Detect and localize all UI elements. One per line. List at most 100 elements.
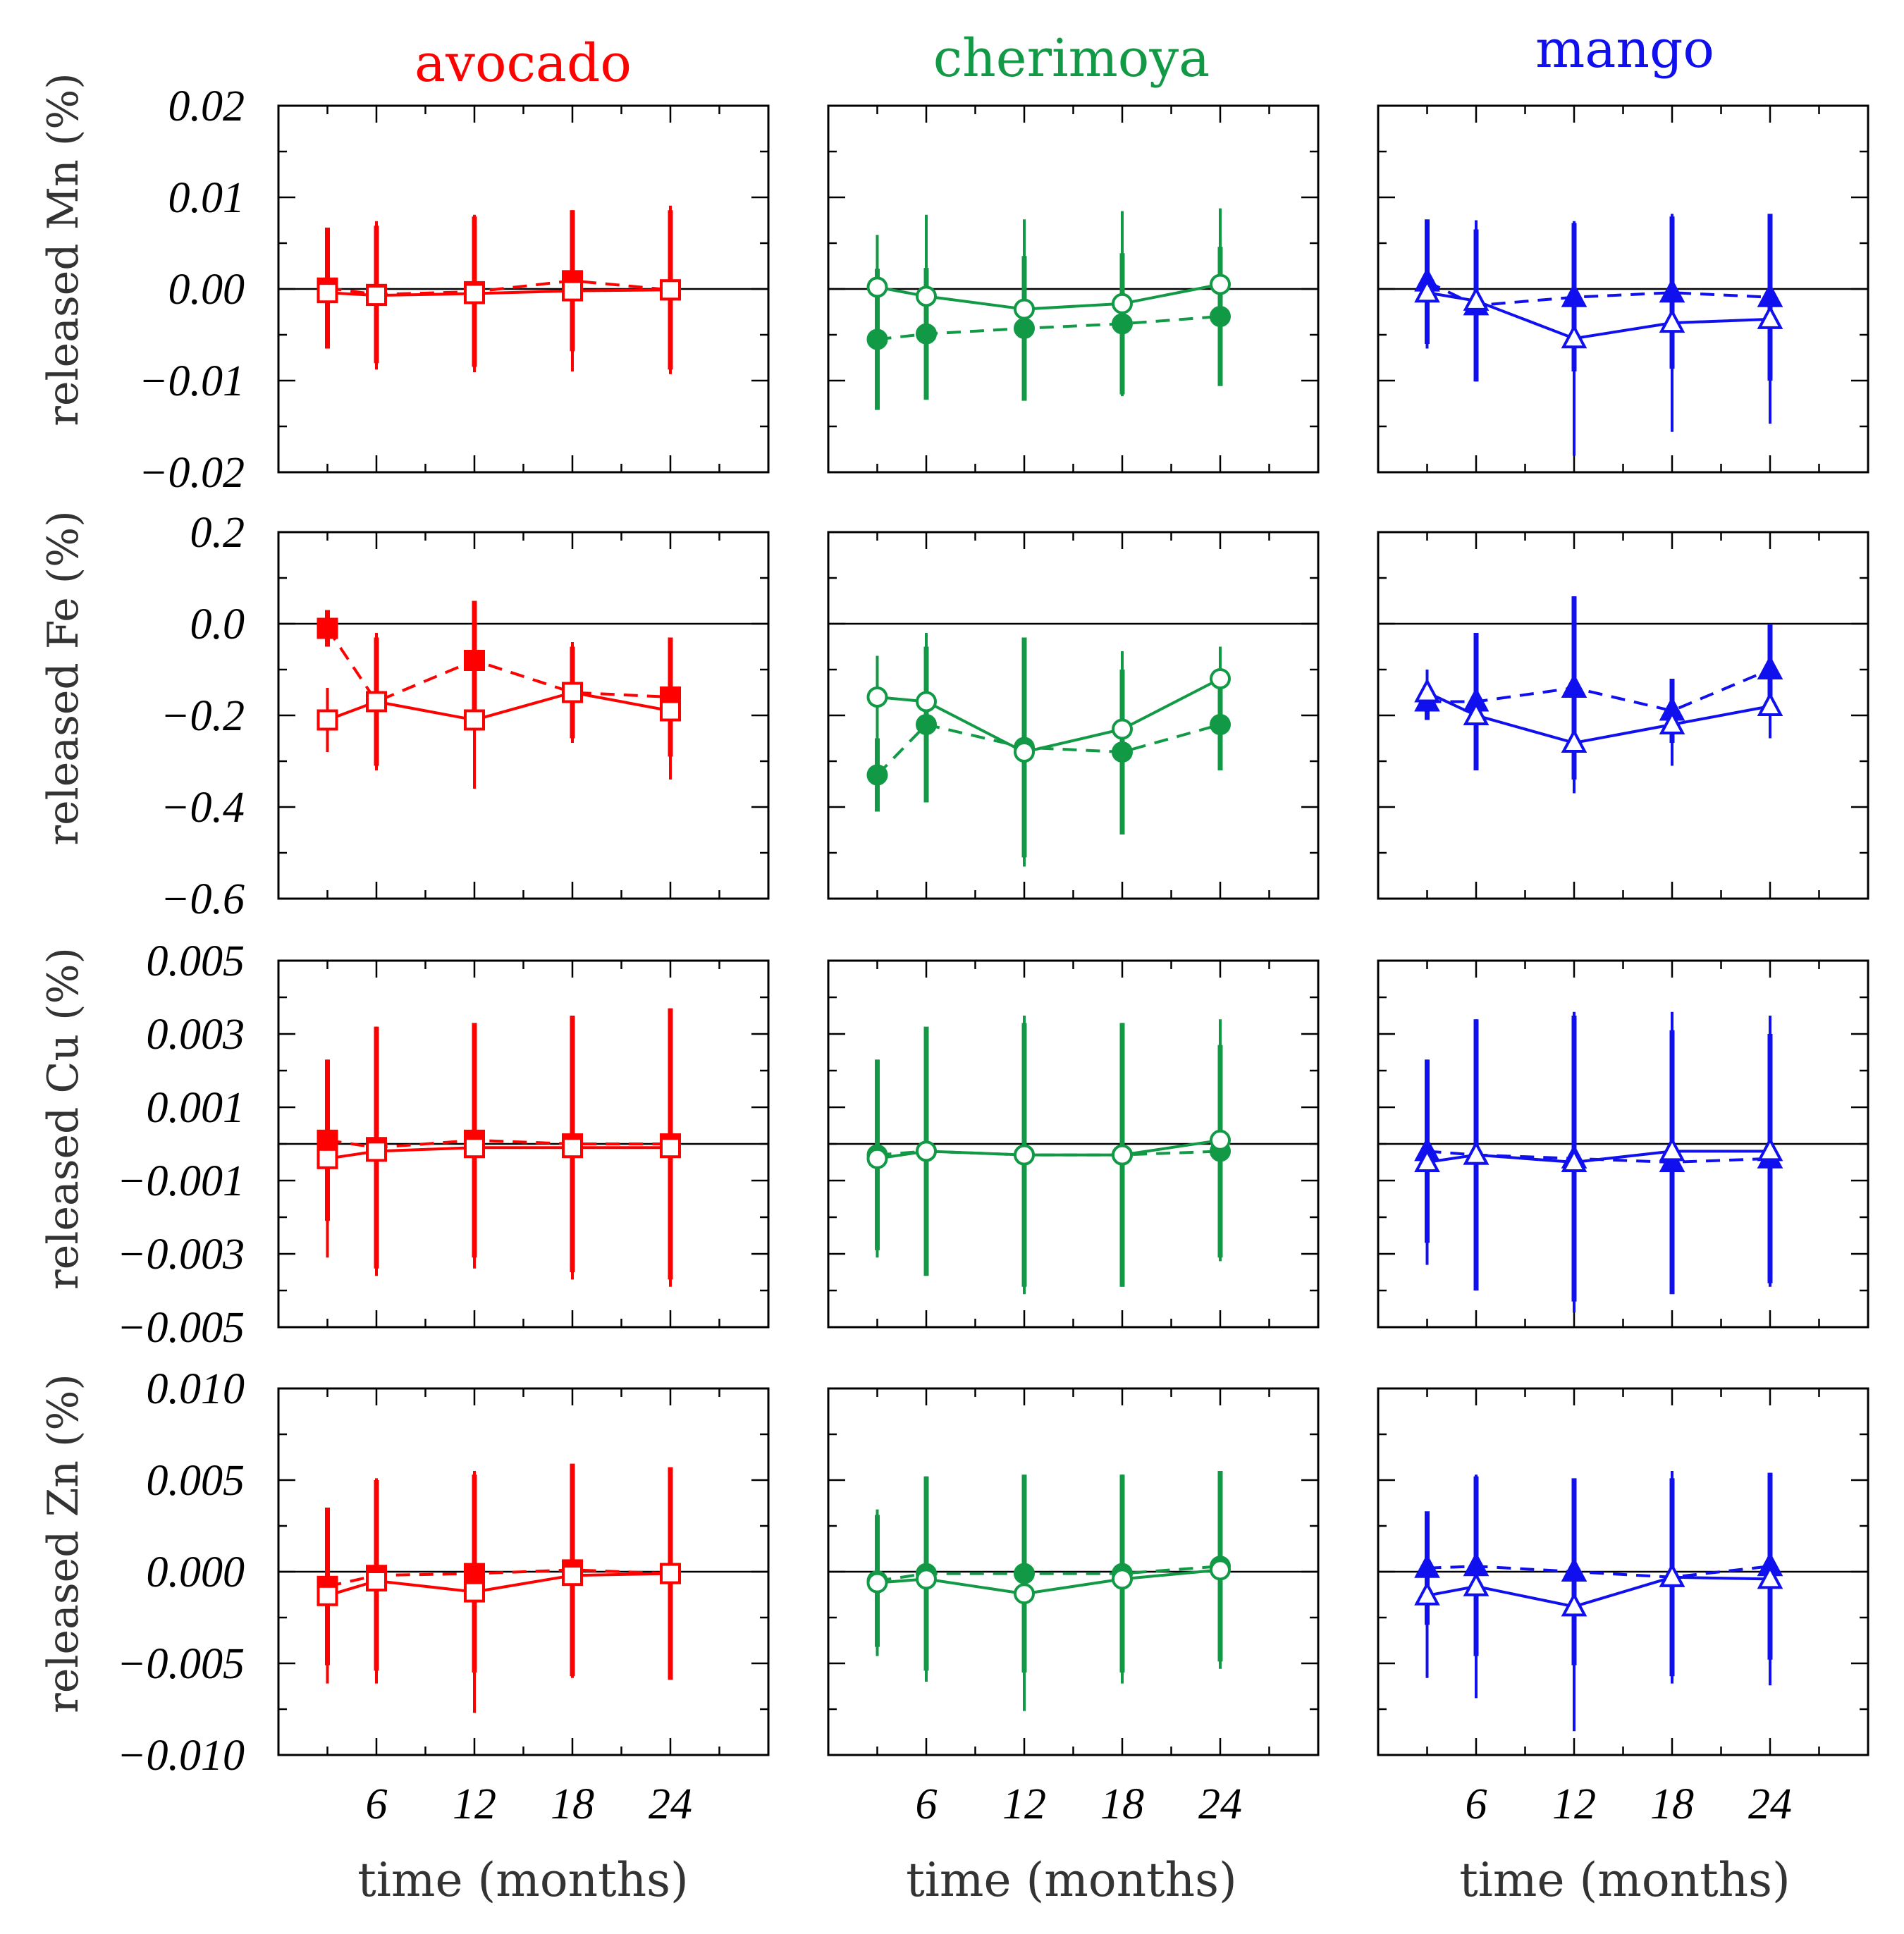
data-point-open	[916, 1568, 937, 1590]
data-point-open	[562, 1565, 583, 1587]
axes-frame	[277, 531, 770, 900]
data-point-filled	[1112, 741, 1133, 763]
data-point-open	[1210, 1129, 1231, 1151]
y-tick-label: −0.005	[117, 1640, 245, 1688]
data-point-open	[1414, 1147, 1440, 1172]
data-area	[317, 1463, 681, 1713]
data-point-open	[464, 1581, 485, 1603]
data-point-open	[562, 1137, 583, 1159]
data-point-filled	[866, 328, 888, 350]
data-point-open	[916, 691, 937, 713]
data-point-open	[1757, 1137, 1783, 1162]
data-point-open	[1659, 1137, 1685, 1162]
data-area	[866, 1016, 1231, 1295]
panel-title-cherimoya: cherimoya	[933, 28, 1210, 89]
data-area	[1414, 1471, 1783, 1732]
panel-cu-avocado: 0.005 0.003 0.001 −0.001 −0.003 −0.005	[117, 937, 770, 1352]
data-point-filled	[1561, 1557, 1587, 1582]
x-axis-label-avocado: time (months)	[357, 1853, 688, 1907]
panel-fe-avocado: 0.2 0.0 −0.2 −0.4 −0.6	[161, 509, 770, 923]
y-tick-label: 0.005	[147, 1457, 245, 1505]
y-tick-label: 0.005	[147, 937, 245, 985]
panel-zn-avocado: 0.010 0.005 0.000 −0.005 −0.010 6 12 18 24	[117, 1365, 770, 1828]
data-point-filled	[1561, 283, 1587, 307]
data-point-open	[1112, 718, 1133, 740]
data-point-open	[562, 280, 583, 302]
axes-frame	[827, 531, 1320, 900]
row-label-zn: released Zn (%)	[39, 1374, 88, 1713]
data-point-open	[317, 1584, 338, 1606]
panel-mn-avocado: 0.02 0.01 0.00 −0.01 −0.02	[139, 82, 770, 497]
panel-zn-cherimoya: 6 12 18 24	[827, 1387, 1320, 1828]
data-point-open	[1112, 1144, 1133, 1166]
data-point-open	[1210, 273, 1231, 295]
data-point-open	[1210, 1559, 1231, 1581]
y-tick-label: −0.001	[117, 1157, 245, 1205]
data-point-open	[317, 1147, 338, 1169]
data-point-open	[1014, 741, 1035, 763]
row-label-cu: released Cu (%)	[39, 947, 88, 1290]
data-point-open	[1659, 308, 1685, 333]
data-point-filled	[1014, 317, 1035, 339]
data-point-open	[1414, 1581, 1440, 1606]
y-tick-label: −0.010	[117, 1732, 245, 1780]
data-point-open	[1659, 710, 1685, 734]
y-tick-label: 0.00	[168, 266, 245, 314]
data-point-open	[1561, 728, 1587, 753]
data-point-filled	[1210, 306, 1231, 327]
panel-zn-mango: 6 12 18 24	[1377, 1387, 1869, 1828]
data-point-open	[1561, 324, 1587, 349]
data-point-open	[916, 1140, 937, 1162]
data-area	[317, 205, 681, 374]
data-point-open	[1112, 292, 1133, 314]
data-point-open	[1463, 1572, 1490, 1596]
x-tick-label: 18	[1100, 1780, 1144, 1828]
data-point-open	[1414, 278, 1440, 303]
data-point-filled	[1659, 278, 1685, 303]
x-tick-label: 18	[1650, 1780, 1694, 1828]
x-tick-label: 6	[916, 1780, 938, 1828]
data-point-open	[1757, 304, 1783, 329]
data-point-open	[366, 285, 387, 307]
x-tick-label: 12	[1002, 1780, 1046, 1828]
data-area	[866, 633, 1231, 867]
y-tick-label: 0.010	[147, 1365, 245, 1413]
panel-title-avocado: avocado	[414, 33, 632, 94]
y-tick-label: −0.02	[139, 449, 245, 497]
data-point-open	[1014, 1144, 1035, 1166]
data-point-open	[317, 709, 338, 731]
data-point-open	[1210, 668, 1231, 689]
data-point-open	[866, 686, 888, 708]
data-point-filled	[317, 617, 338, 639]
y-tick-label: −0.6	[161, 875, 245, 923]
data-point-open	[866, 1147, 888, 1169]
data-point-open	[1014, 1583, 1035, 1605]
y-tick-label: 0.001	[147, 1084, 245, 1132]
data-point-open	[317, 282, 338, 304]
x-tick-label: 18	[551, 1780, 594, 1828]
data-point-filled	[1014, 1563, 1035, 1584]
data-point-open	[1561, 1147, 1587, 1172]
data-area	[317, 1008, 681, 1287]
data-point-open	[464, 1137, 485, 1159]
data-point-open	[1757, 691, 1783, 716]
data-point-filled	[916, 323, 937, 345]
x-tick-label: 6	[1466, 1780, 1487, 1828]
data-point-filled	[464, 650, 485, 671]
data-area	[1414, 214, 1783, 456]
data-point-open	[1014, 298, 1035, 320]
panel-mn-mango	[1377, 104, 1869, 474]
data-point-open	[1659, 1563, 1685, 1587]
data-point-filled	[1757, 655, 1783, 679]
data-point-open	[366, 691, 387, 713]
data-point-filled	[1414, 1553, 1440, 1578]
data-point-open	[660, 279, 681, 301]
panel-mn-cherimoya	[827, 104, 1320, 474]
data-point-open	[464, 709, 485, 731]
data-point-open	[1112, 1568, 1133, 1590]
x-tick-label: 24	[1748, 1780, 1792, 1828]
y-tick-label: −0.005	[117, 1304, 245, 1352]
data-area	[317, 600, 681, 789]
y-tick-label: −0.2	[161, 692, 245, 740]
